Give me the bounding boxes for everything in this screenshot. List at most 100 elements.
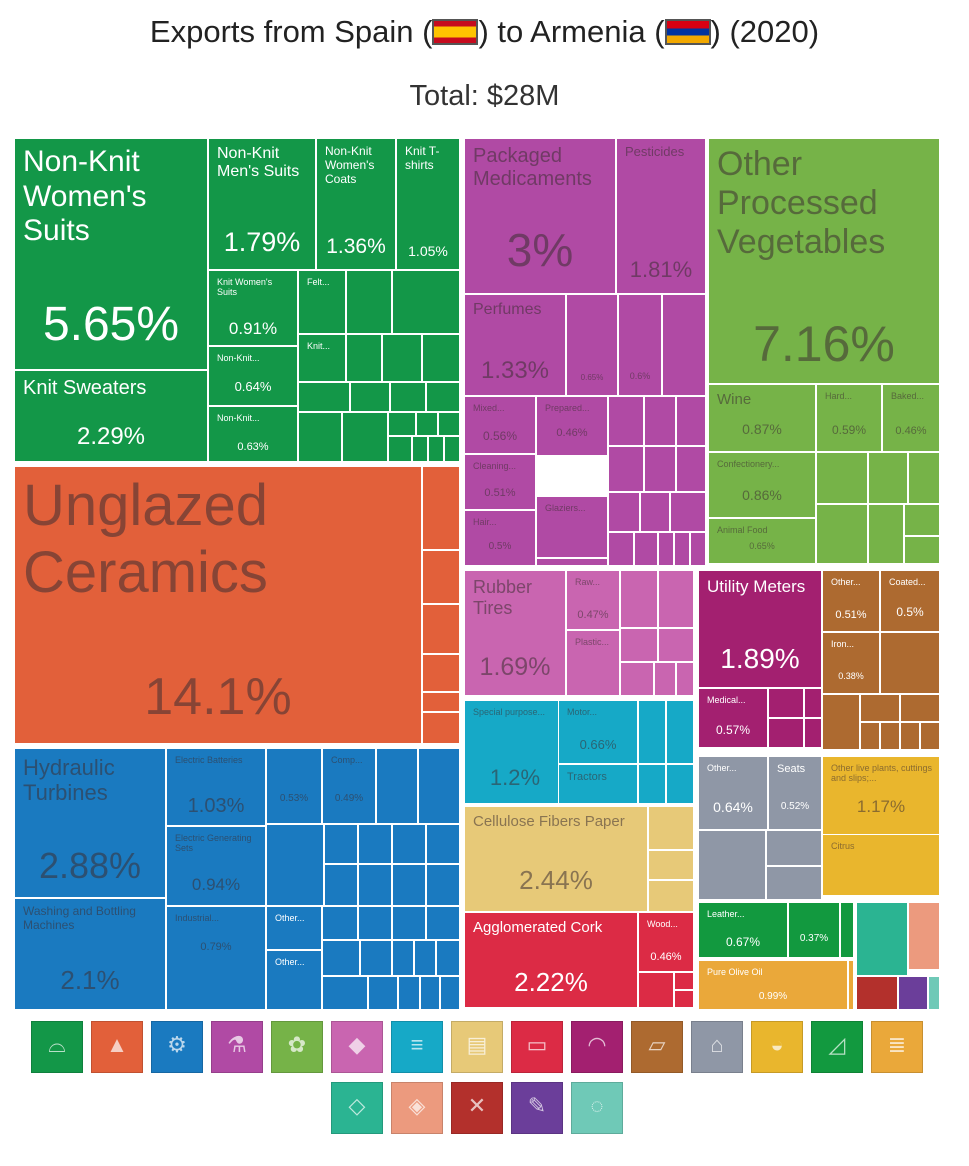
tile-footwear[interactable]: Leather... 0.67% xyxy=(698,902,788,958)
legend-textiles[interactable]: ⌓ xyxy=(31,1021,83,1073)
tile-foodstuffs[interactable]: Pure Olive Oil 0.99% xyxy=(698,960,848,1010)
tile-transport[interactable]: Motor... 0.66% xyxy=(558,700,638,764)
tile-wood[interactable]: Wood... 0.46% xyxy=(638,912,694,972)
tile-animals[interactable]: Citrus xyxy=(822,834,940,896)
tile-machinery-small[interactable] xyxy=(358,864,392,906)
legend-chemicals[interactable]: ⚗ xyxy=(211,1021,263,1073)
tile-instruments-small[interactable] xyxy=(768,688,804,718)
tile-chemicals-small[interactable] xyxy=(676,446,706,492)
tile-textiles[interactable]: Knit T-shirts 1.05% xyxy=(396,138,460,270)
tile-machinery-small[interactable] xyxy=(440,976,460,1010)
tile-chemicals-small[interactable] xyxy=(634,532,658,566)
tile-stone-small[interactable] xyxy=(422,712,460,744)
legend-plastics[interactable]: ◆ xyxy=(331,1021,383,1073)
tile-textiles-small[interactable] xyxy=(388,436,412,462)
tile-paper-small[interactable] xyxy=(648,850,694,880)
tile-chemicals[interactable]: Pesticides 1.81% xyxy=(616,138,706,294)
tile-machinery-small[interactable] xyxy=(426,864,460,906)
tile-textiles[interactable]: Non-Knit... 0.63% xyxy=(208,406,298,462)
tile-textiles[interactable]: Knit... xyxy=(298,334,346,382)
tile-machinery-small[interactable] xyxy=(392,824,426,864)
tile-machinery[interactable]: Washing and Bottling Machines 2.1% xyxy=(14,898,166,1010)
tile-machinery-small[interactable] xyxy=(392,864,426,906)
tile-textiles-small[interactable] xyxy=(426,382,460,412)
tile-plastics-small[interactable] xyxy=(676,662,694,696)
tile-plastics[interactable]: Raw... 0.47% xyxy=(566,570,620,630)
tile-textiles-small[interactable] xyxy=(382,334,422,382)
tile-chemicals-small[interactable] xyxy=(644,446,676,492)
tile-stone-small[interactable] xyxy=(422,692,460,712)
legend-metals[interactable]: ▱ xyxy=(631,1021,683,1073)
tile-chemicals[interactable]: Cleaning... 0.51% xyxy=(464,454,536,510)
tile-chemicals[interactable]: 0.65% xyxy=(566,294,618,396)
tile-machinery[interactable]: Hydraulic Turbines 2.88% xyxy=(14,748,166,898)
tile-textiles-small[interactable] xyxy=(298,412,342,462)
tile-chemicals-small[interactable] xyxy=(644,396,676,446)
tile-mineral-small[interactable] xyxy=(856,902,908,976)
tile-misc-small[interactable] xyxy=(766,830,822,866)
tile-textiles-small[interactable] xyxy=(390,382,426,412)
tile-machinery-small[interactable] xyxy=(426,824,460,864)
tile-misc-small[interactable] xyxy=(698,830,766,900)
tile-machinery-small[interactable] xyxy=(376,748,418,824)
legend-wood[interactable]: ▭ xyxy=(511,1021,563,1073)
tile-arts-small[interactable] xyxy=(898,976,928,1010)
tile-chemicals[interactable]: Packaged Medicaments 3% xyxy=(464,138,616,294)
tile-textiles-small[interactable] xyxy=(444,436,460,462)
tile-textiles[interactable]: Felt... xyxy=(298,270,346,334)
tile-machinery-small[interactable] xyxy=(414,940,436,976)
tile-stone-small[interactable] xyxy=(422,550,460,604)
tile-vegetables[interactable]: Confectionery... 0.86% xyxy=(708,452,816,518)
tile-vegetables[interactable]: Wine 0.87% xyxy=(708,384,816,452)
tile-wood-small[interactable] xyxy=(674,972,694,990)
tile-metals-small[interactable] xyxy=(900,694,940,722)
tile-metals-small[interactable] xyxy=(900,722,920,750)
tile-textiles-small[interactable] xyxy=(416,412,438,436)
legend-stone[interactable]: ▲ xyxy=(91,1021,143,1073)
tile-wood[interactable]: Agglomerated Cork 2.22% xyxy=(464,912,638,1008)
tile-metals-small[interactable] xyxy=(822,694,860,750)
tile-foodstuffs-small[interactable] xyxy=(848,960,854,1010)
tile-chemicals[interactable]: Perfumes 1.33% xyxy=(464,294,566,396)
tile-plastics[interactable]: Plastic... xyxy=(566,630,620,696)
tile-plastics-small[interactable] xyxy=(654,662,676,696)
tile-plastics[interactable]: Rubber Tires 1.69% xyxy=(464,570,566,696)
tile-textiles-small[interactable] xyxy=(388,412,416,436)
tile-machinery[interactable]: Comp... 0.49% xyxy=(322,748,376,824)
tile-instruments[interactable]: Medical... 0.57% xyxy=(698,688,768,748)
tile-chemicals-small[interactable] xyxy=(662,294,706,396)
tile-vegetables-small[interactable] xyxy=(904,536,940,564)
tile-machinery-small[interactable] xyxy=(322,906,358,940)
legend-transport[interactable]: ≡ xyxy=(391,1021,443,1073)
tile-textiles[interactable]: Non-Knit Men's Suits 1.79% xyxy=(208,138,316,270)
tile-textiles-small[interactable] xyxy=(350,382,390,412)
tile-wood-small[interactable] xyxy=(674,990,694,1008)
legend-animals[interactable]: ◒ xyxy=(751,1021,803,1073)
tile-metals-small[interactable] xyxy=(880,632,940,694)
tile-machinery-small[interactable] xyxy=(392,940,414,976)
tile-chemicals[interactable]: Glaziers... xyxy=(536,496,608,558)
tile-instruments-small[interactable] xyxy=(768,718,804,748)
legend-foodstuffs[interactable]: ≣ xyxy=(871,1021,923,1073)
tile-paper[interactable]: Cellulose Fibers Paper 2.44% xyxy=(464,806,648,912)
tile-transport-small[interactable] xyxy=(666,764,694,804)
tile-machinery-small[interactable] xyxy=(398,976,420,1010)
tile-chemicals-small[interactable] xyxy=(670,492,706,532)
tile-machinery-small[interactable] xyxy=(324,824,358,864)
tile-instruments-small[interactable] xyxy=(804,688,822,718)
tile-chemicals[interactable]: Mixed... 0.56% xyxy=(464,396,536,454)
tile-metals[interactable]: Iron... 0.38% xyxy=(822,632,880,694)
tile-machinery-small[interactable] xyxy=(322,940,360,976)
tile-metals-small[interactable] xyxy=(860,722,880,750)
tile-footwear-small[interactable] xyxy=(840,902,854,958)
tile-plastics-small[interactable] xyxy=(620,628,658,662)
legend-instruments[interactable]: ◠ xyxy=(571,1021,623,1073)
tile-machinery-small[interactable] xyxy=(420,976,440,1010)
tile-chemicals[interactable]: 0.6% xyxy=(618,294,662,396)
tile-textiles[interactable]: Non-Knit Women's Suits 5.65% xyxy=(14,138,208,370)
legend-footwear[interactable]: ◿ xyxy=(811,1021,863,1073)
tile-chemicals-small[interactable] xyxy=(608,532,634,566)
tile-textiles[interactable]: Knit Sweaters 2.29% xyxy=(14,370,208,462)
tile-chemicals-small[interactable] xyxy=(658,532,674,566)
tile-textiles-small[interactable] xyxy=(346,334,382,382)
